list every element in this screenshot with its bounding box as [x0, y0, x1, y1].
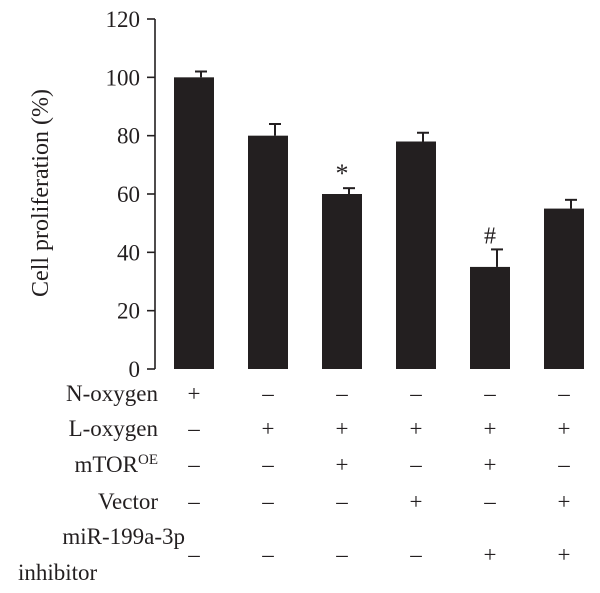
condition-table: N-oxygen + – – – – – L-oxygen – + + + + + mTOROE – – + – + –…	[18, 381, 570, 585]
bar	[322, 194, 362, 369]
condition-mark: –	[335, 381, 348, 406]
condition-label-line2: inhibitor	[18, 560, 98, 585]
condition-mark: –	[187, 452, 200, 477]
condition-mark: +	[484, 542, 497, 567]
condition-mark: –	[409, 542, 422, 567]
y-tick-label: 60	[117, 182, 140, 207]
condition-mark: –	[483, 381, 496, 406]
condition-mark: –	[261, 381, 274, 406]
y-tick-label: 100	[106, 65, 141, 90]
significance-marker: *	[336, 159, 349, 188]
condition-label: Vector	[98, 489, 158, 514]
condition-mark: –	[261, 452, 274, 477]
condition-mark: –	[261, 542, 274, 567]
condition-mark: +	[336, 452, 349, 477]
condition-mark: +	[484, 416, 497, 441]
bars: *#	[174, 70, 584, 369]
condition-mark: –	[557, 452, 570, 477]
bar	[470, 266, 510, 369]
condition-label: miR-199a-3p	[62, 524, 185, 549]
condition-mark: +	[410, 416, 423, 441]
y-tick-label: 20	[117, 299, 140, 324]
significance-marker: #	[484, 223, 496, 249]
condition-mark: –	[335, 489, 348, 514]
condition-label: N-oxygen	[66, 381, 158, 406]
condition-mark: +	[558, 489, 571, 514]
condition-mark: +	[484, 452, 497, 477]
condition-mark: –	[557, 381, 570, 406]
condition-mark: –	[335, 542, 348, 567]
condition-mark: +	[558, 542, 571, 567]
condition-mark: +	[188, 381, 201, 406]
y-tick-label: 80	[117, 124, 140, 149]
y-tick-label: 40	[117, 240, 140, 265]
condition-mark: +	[262, 416, 275, 441]
y-tick-label: 0	[129, 357, 141, 382]
y-axis-label: Cell proliferation (%)	[28, 89, 54, 297]
condition-mark: –	[187, 416, 200, 441]
y-tick-label: 120	[106, 7, 141, 32]
bar	[174, 77, 214, 369]
condition-mark: –	[261, 489, 274, 514]
y-axis: 0 20 40 60 80 100 120	[106, 7, 156, 382]
condition-mark: +	[558, 416, 571, 441]
bar	[248, 135, 288, 369]
condition-label-superscript: OE	[138, 452, 158, 468]
condition-mark: –	[187, 542, 200, 567]
condition-mark: –	[409, 452, 422, 477]
condition-mark: –	[483, 489, 496, 514]
condition-label: L-oxygen	[69, 416, 159, 441]
condition-mark: –	[409, 381, 422, 406]
condition-mark: +	[336, 416, 349, 441]
condition-label: mTOROE	[75, 452, 158, 477]
condition-mark: +	[410, 489, 423, 514]
bar	[396, 141, 436, 369]
bar	[544, 208, 584, 369]
condition-mark: –	[187, 489, 200, 514]
